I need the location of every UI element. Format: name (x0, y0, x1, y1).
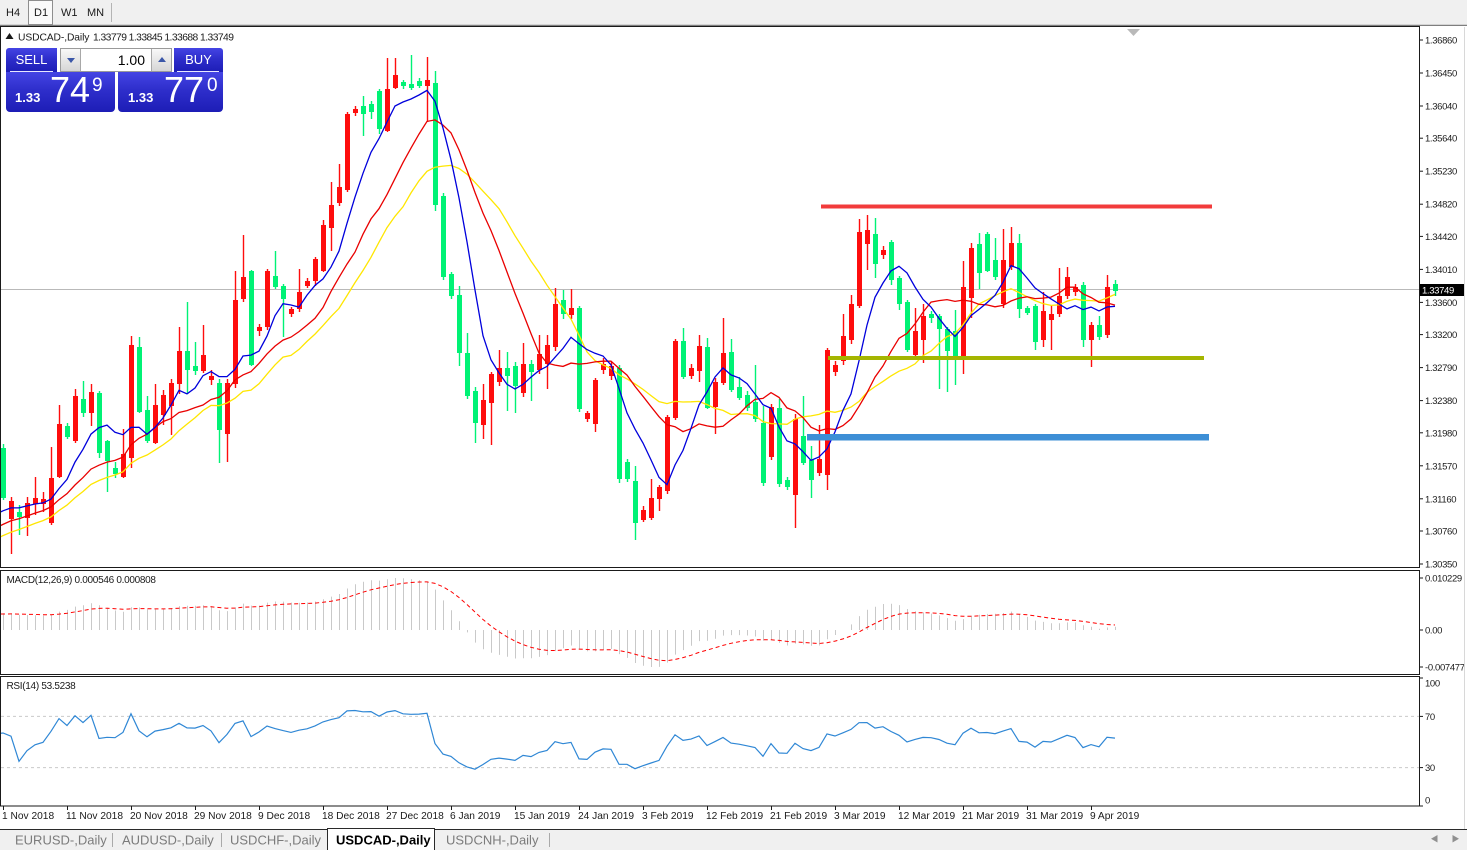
svg-text:USDCAD-,Daily: USDCAD-,Daily (18, 33, 90, 44)
svg-text:0.010229: 0.010229 (1425, 574, 1462, 585)
svg-text:15 Jan 2019: 15 Jan 2019 (514, 811, 570, 822)
svg-text:30: 30 (1425, 763, 1435, 774)
svg-text:1.30350: 1.30350 (1425, 560, 1457, 571)
svg-text:27 Dec 2018: 27 Dec 2018 (386, 811, 444, 822)
svg-text:W1: W1 (61, 7, 78, 19)
svg-text:9 Apr 2019: 9 Apr 2019 (1090, 811, 1140, 822)
svg-text:USDCNH-,Daily: USDCNH-,Daily (446, 833, 539, 848)
svg-text:70: 70 (1425, 712, 1435, 723)
svg-text:18 Dec 2018: 18 Dec 2018 (322, 811, 380, 822)
svg-text:12 Feb 2019: 12 Feb 2019 (706, 811, 764, 822)
svg-text:1.35640: 1.35640 (1425, 134, 1457, 145)
svg-text:USDCAD-,Daily: USDCAD-,Daily (336, 833, 431, 848)
svg-text:AUDUSD-,Daily: AUDUSD-,Daily (122, 833, 214, 848)
svg-text:20 Nov 2018: 20 Nov 2018 (130, 811, 188, 822)
svg-text:31 Mar 2019: 31 Mar 2019 (1026, 811, 1084, 822)
svg-text:H4: H4 (6, 7, 20, 19)
svg-text:100: 100 (1425, 679, 1440, 690)
svg-text:1.32380: 1.32380 (1425, 396, 1457, 407)
svg-text:1.34420: 1.34420 (1425, 232, 1457, 243)
svg-text:21 Feb 2019: 21 Feb 2019 (770, 811, 828, 822)
svg-text:24 Jan 2019: 24 Jan 2019 (578, 811, 634, 822)
svg-text:1.31160: 1.31160 (1425, 494, 1456, 505)
svg-text:1.34010: 1.34010 (1425, 265, 1457, 276)
svg-text:6 Jan 2019: 6 Jan 2019 (450, 811, 501, 822)
svg-text:3 Mar 2019: 3 Mar 2019 (834, 811, 886, 822)
svg-text:21 Mar 2019: 21 Mar 2019 (962, 811, 1020, 822)
svg-text:9 Dec 2018: 9 Dec 2018 (258, 811, 310, 822)
svg-text:RSI(14) 53.5238: RSI(14) 53.5238 (7, 681, 77, 692)
svg-text:1.35230: 1.35230 (1425, 167, 1457, 178)
svg-text:0.00: 0.00 (1425, 626, 1442, 637)
svg-text:3 Feb 2019: 3 Feb 2019 (642, 811, 694, 822)
svg-text:12 Mar 2019: 12 Mar 2019 (898, 811, 956, 822)
svg-text:D1: D1 (34, 7, 48, 19)
svg-text:EURUSD-,Daily: EURUSD-,Daily (15, 833, 107, 848)
svg-text:1 Nov 2018: 1 Nov 2018 (2, 811, 54, 822)
svg-text:29 Nov 2018: 29 Nov 2018 (194, 811, 252, 822)
svg-text:-0.007477: -0.007477 (1425, 663, 1465, 674)
svg-text:1.34820: 1.34820 (1425, 200, 1457, 211)
svg-text:1.33779 1.33845 1.33688 1.3374: 1.33779 1.33845 1.33688 1.33749 (93, 33, 234, 44)
svg-text:1.32790: 1.32790 (1425, 363, 1457, 374)
svg-text:1.31570: 1.31570 (1425, 461, 1457, 472)
svg-text:1.33749: 1.33749 (1422, 286, 1454, 297)
svg-text:1.33200: 1.33200 (1425, 330, 1457, 341)
svg-text:MN: MN (87, 7, 104, 19)
svg-text:1.33600: 1.33600 (1425, 298, 1457, 309)
svg-text:0: 0 (1425, 796, 1430, 807)
svg-text:MACD(12,26,9) 0.000546 0.00080: MACD(12,26,9) 0.000546 0.000808 (7, 575, 157, 586)
svg-text:1.36860: 1.36860 (1425, 36, 1457, 47)
svg-text:1.30760: 1.30760 (1425, 527, 1457, 538)
svg-text:1.31980: 1.31980 (1425, 428, 1457, 439)
svg-text:USDCHF-,Daily: USDCHF-,Daily (230, 833, 322, 848)
svg-text:1.36450: 1.36450 (1425, 69, 1457, 80)
svg-text:11 Nov 2018: 11 Nov 2018 (66, 811, 123, 822)
svg-text:1.36040: 1.36040 (1425, 102, 1457, 113)
